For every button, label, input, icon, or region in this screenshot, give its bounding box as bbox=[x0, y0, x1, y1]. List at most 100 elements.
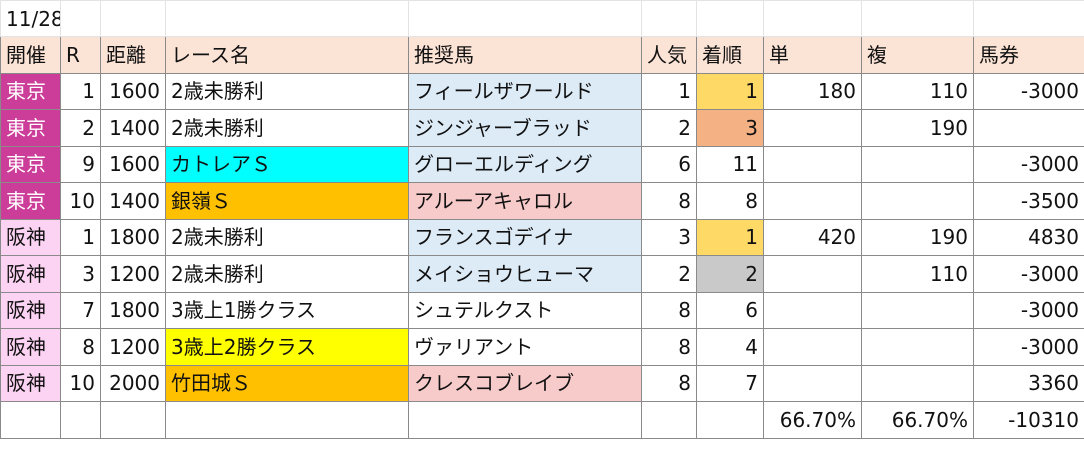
empty-cell[interactable] bbox=[973, 0, 1084, 37]
distance-cell[interactable]: 1200 bbox=[100, 328, 166, 366]
ticket-cell[interactable]: -3000 bbox=[973, 72, 1084, 110]
win-payout-cell[interactable] bbox=[763, 364, 862, 402]
win-payout-cell[interactable] bbox=[763, 109, 862, 147]
ticket-cell[interactable]: -3000 bbox=[973, 145, 1084, 183]
place-payout-cell[interactable]: 190 bbox=[861, 109, 974, 147]
empty-cell[interactable] bbox=[60, 401, 101, 439]
horse-cell[interactable]: ヴァリアント bbox=[408, 328, 642, 366]
win-rate-cell[interactable]: 66.70% bbox=[763, 401, 862, 439]
win-payout-cell[interactable] bbox=[763, 328, 862, 366]
win-payout-cell[interactable]: 420 bbox=[763, 218, 862, 256]
race-name-cell[interactable]: 2歳未勝利 bbox=[165, 72, 409, 110]
race-name-cell[interactable]: 2歳未勝利 bbox=[165, 255, 409, 293]
win-payout-cell[interactable] bbox=[763, 255, 862, 293]
header-distance[interactable]: 距離 bbox=[100, 36, 166, 74]
header-ticket[interactable]: 馬券 bbox=[973, 36, 1084, 74]
empty-cell[interactable] bbox=[408, 401, 642, 439]
header-recommended-horse[interactable]: 推奨馬 bbox=[408, 36, 642, 74]
popularity-cell[interactable]: 8 bbox=[641, 364, 697, 402]
finish-cell[interactable]: 7 bbox=[696, 364, 764, 402]
race-number-cell[interactable]: 1 bbox=[60, 218, 101, 256]
finish-cell[interactable]: 4 bbox=[696, 328, 764, 366]
distance-cell[interactable]: 1400 bbox=[100, 109, 166, 147]
horse-cell[interactable]: メイショウヒューマ bbox=[408, 255, 642, 293]
venue-cell[interactable]: 阪神 bbox=[0, 291, 61, 329]
venue-cell[interactable]: 東京 bbox=[0, 109, 61, 147]
finish-cell[interactable]: 3 bbox=[696, 109, 764, 147]
horse-cell[interactable]: グローエルディング bbox=[408, 145, 642, 183]
win-payout-cell[interactable]: 180 bbox=[763, 72, 862, 110]
horse-cell[interactable]: フランスゴデイナ bbox=[408, 218, 642, 256]
venue-cell[interactable]: 東京 bbox=[0, 145, 61, 183]
empty-cell[interactable] bbox=[408, 0, 642, 37]
distance-cell[interactable]: 1400 bbox=[100, 182, 166, 220]
header-venue[interactable]: 開催 bbox=[0, 36, 61, 74]
race-name-cell[interactable]: 3歳上1勝クラス bbox=[165, 291, 409, 329]
race-name-cell[interactable]: カトレアＳ bbox=[165, 145, 409, 183]
race-number-cell[interactable]: 10 bbox=[60, 182, 101, 220]
popularity-cell[interactable]: 2 bbox=[641, 109, 697, 147]
finish-cell[interactable]: 2 bbox=[696, 255, 764, 293]
race-number-cell[interactable]: 3 bbox=[60, 255, 101, 293]
distance-cell[interactable]: 1200 bbox=[100, 255, 166, 293]
horse-cell[interactable]: フィールザワールド bbox=[408, 72, 642, 110]
win-payout-cell[interactable] bbox=[763, 145, 862, 183]
popularity-cell[interactable]: 6 bbox=[641, 145, 697, 183]
place-payout-cell[interactable]: 190 bbox=[861, 218, 974, 256]
empty-cell[interactable] bbox=[641, 0, 697, 37]
horse-cell[interactable]: ジンジャーブラッド bbox=[408, 109, 642, 147]
header-win[interactable]: 単 bbox=[763, 36, 862, 74]
distance-cell[interactable]: 2000 bbox=[100, 364, 166, 402]
finish-cell[interactable]: 1 bbox=[696, 72, 764, 110]
venue-cell[interactable]: 東京 bbox=[0, 72, 61, 110]
place-payout-cell[interactable] bbox=[861, 328, 974, 366]
header-finish[interactable]: 着順 bbox=[696, 36, 764, 74]
ticket-cell[interactable]: -3000 bbox=[973, 291, 1084, 329]
place-payout-cell[interactable]: 110 bbox=[861, 255, 974, 293]
distance-cell[interactable]: 1600 bbox=[100, 145, 166, 183]
finish-cell[interactable]: 8 bbox=[696, 182, 764, 220]
finish-cell[interactable]: 6 bbox=[696, 291, 764, 329]
ticket-total-cell[interactable]: -10310 bbox=[973, 401, 1084, 439]
header-place[interactable]: 複 bbox=[861, 36, 974, 74]
place-payout-cell[interactable] bbox=[861, 145, 974, 183]
place-payout-cell[interactable] bbox=[861, 364, 974, 402]
place-payout-cell[interactable] bbox=[861, 182, 974, 220]
win-payout-cell[interactable] bbox=[763, 291, 862, 329]
popularity-cell[interactable]: 2 bbox=[641, 255, 697, 293]
venue-cell[interactable]: 阪神 bbox=[0, 328, 61, 366]
venue-cell[interactable]: 東京 bbox=[0, 182, 61, 220]
header-popularity[interactable]: 人気 bbox=[641, 36, 697, 74]
popularity-cell[interactable]: 8 bbox=[641, 182, 697, 220]
date-cell[interactable]: 11/28(土) bbox=[0, 0, 61, 37]
empty-cell[interactable] bbox=[861, 0, 974, 37]
horse-cell[interactable]: クレスコブレイブ bbox=[408, 364, 642, 402]
race-number-cell[interactable]: 10 bbox=[60, 364, 101, 402]
header-race-number[interactable]: R bbox=[60, 36, 101, 74]
empty-cell[interactable] bbox=[165, 401, 409, 439]
ticket-cell[interactable]: -3000 bbox=[973, 328, 1084, 366]
race-number-cell[interactable]: 7 bbox=[60, 291, 101, 329]
race-number-cell[interactable]: 2 bbox=[60, 109, 101, 147]
popularity-cell[interactable]: 8 bbox=[641, 328, 697, 366]
ticket-cell[interactable] bbox=[973, 109, 1084, 147]
distance-cell[interactable]: 1800 bbox=[100, 291, 166, 329]
empty-cell[interactable] bbox=[696, 401, 764, 439]
finish-cell[interactable]: 1 bbox=[696, 218, 764, 256]
place-rate-cell[interactable]: 66.70% bbox=[861, 401, 974, 439]
race-name-cell[interactable]: 銀嶺Ｓ bbox=[165, 182, 409, 220]
ticket-cell[interactable]: -3500 bbox=[973, 182, 1084, 220]
place-payout-cell[interactable] bbox=[861, 291, 974, 329]
race-name-cell[interactable]: 2歳未勝利 bbox=[165, 109, 409, 147]
race-name-cell[interactable]: 2歳未勝利 bbox=[165, 218, 409, 256]
header-race-name[interactable]: レース名 bbox=[165, 36, 409, 74]
empty-cell[interactable] bbox=[0, 401, 61, 439]
venue-cell[interactable]: 阪神 bbox=[0, 364, 61, 402]
empty-cell[interactable] bbox=[100, 401, 166, 439]
ticket-cell[interactable]: 4830 bbox=[973, 218, 1084, 256]
distance-cell[interactable]: 1800 bbox=[100, 218, 166, 256]
finish-cell[interactable]: 11 bbox=[696, 145, 764, 183]
race-number-cell[interactable]: 1 bbox=[60, 72, 101, 110]
race-number-cell[interactable]: 8 bbox=[60, 328, 101, 366]
empty-cell[interactable] bbox=[641, 401, 697, 439]
